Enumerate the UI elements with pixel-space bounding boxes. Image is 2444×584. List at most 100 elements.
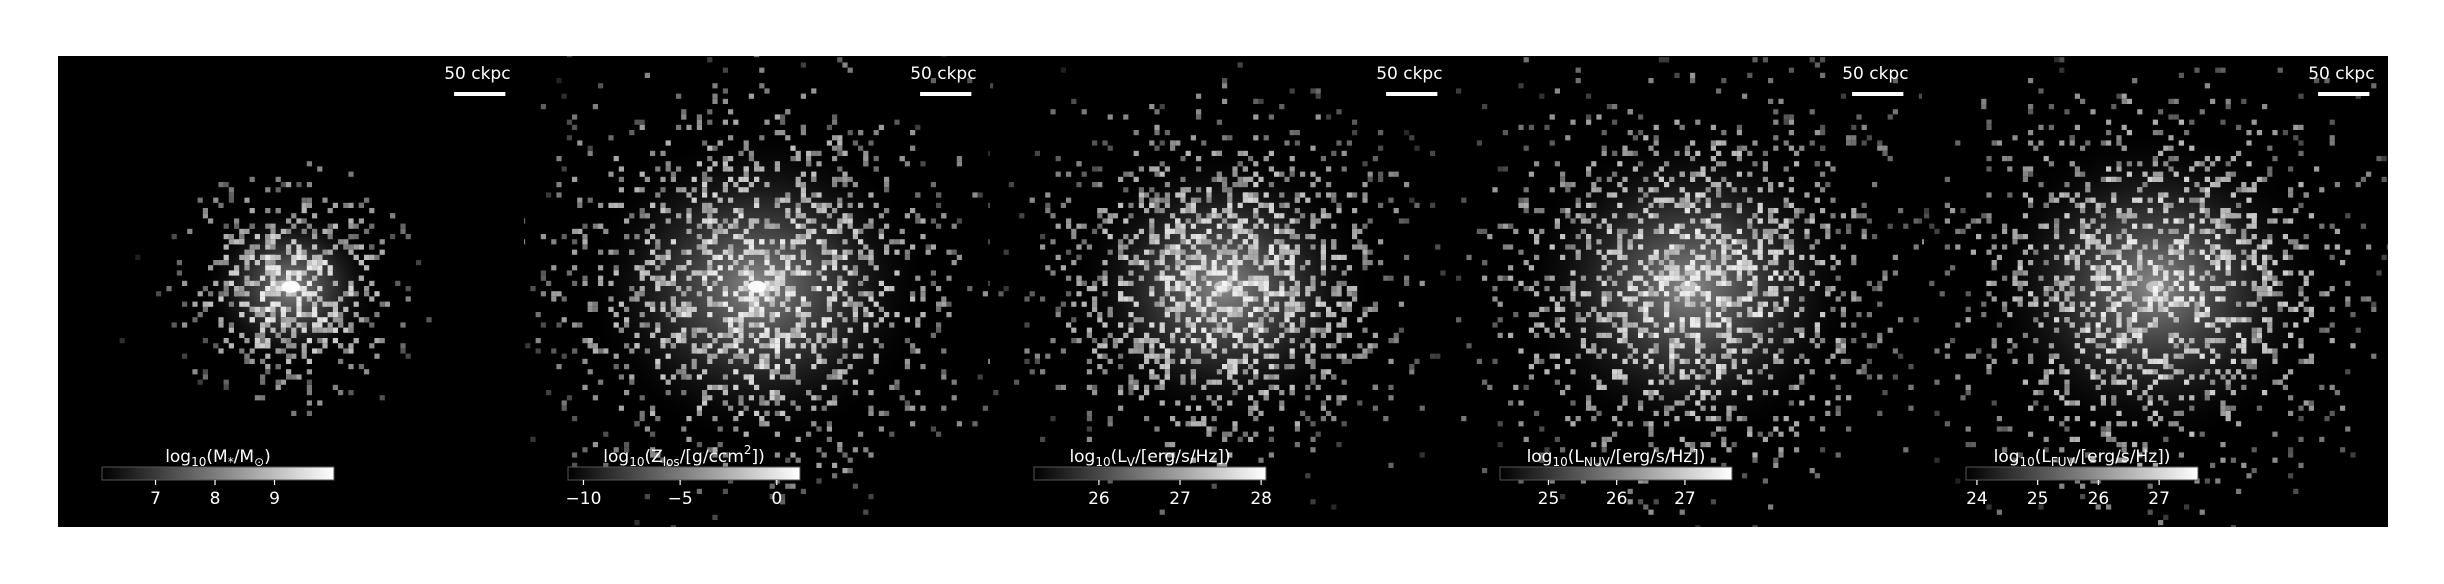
pixel — [306, 223, 312, 229]
pixel — [686, 192, 692, 198]
pixel — [223, 234, 229, 240]
pixel — [2007, 426, 2013, 432]
pixel — [1513, 384, 1519, 390]
pixel — [738, 187, 744, 193]
pixel — [275, 332, 281, 338]
pixel — [228, 301, 234, 307]
pixel — [1752, 249, 1758, 255]
pixel — [1196, 197, 1202, 203]
pixel — [1274, 384, 1280, 390]
pixel — [1133, 150, 1139, 156]
pixel — [1591, 374, 1597, 380]
pixel — [1638, 275, 1644, 281]
pixel — [665, 254, 671, 260]
pixel — [1518, 124, 1524, 130]
pixel — [1310, 364, 1316, 370]
pixel — [1669, 358, 1675, 364]
pixel — [1549, 114, 1555, 120]
pixel — [691, 332, 697, 338]
pixel — [790, 145, 796, 151]
pixel — [1575, 197, 1581, 203]
pixel — [1040, 436, 1046, 442]
pixel — [1768, 338, 1774, 344]
pixel — [1705, 306, 1711, 312]
pixel — [821, 260, 827, 266]
pixel — [1575, 202, 1581, 208]
pixel — [1638, 228, 1644, 234]
pixel — [1695, 525, 1701, 527]
pixel — [696, 291, 702, 297]
pixel — [1190, 369, 1196, 375]
pixel — [951, 260, 957, 266]
pixel — [2225, 384, 2231, 390]
pixel — [910, 348, 916, 354]
pixel — [868, 452, 874, 458]
pixel — [702, 140, 708, 146]
pixel — [1190, 301, 1196, 307]
pixel — [1045, 208, 1051, 214]
pixel — [702, 249, 708, 255]
pixel — [286, 306, 292, 312]
pixel — [1716, 332, 1722, 338]
pixel — [769, 369, 775, 375]
pixel — [1658, 369, 1664, 375]
pixel — [1627, 301, 1633, 307]
pixel — [1315, 218, 1321, 224]
pixel — [1326, 166, 1332, 172]
pixel — [1747, 431, 1753, 437]
pixel — [1092, 166, 1098, 172]
pixel — [1814, 62, 1820, 68]
pixel — [1196, 114, 1202, 120]
pixel — [1918, 218, 1922, 224]
pixel — [1326, 192, 1332, 198]
pixel — [1710, 249, 1716, 255]
pixel — [592, 442, 598, 448]
pixel — [1268, 114, 1274, 120]
pixel — [936, 192, 942, 198]
pixel — [1336, 202, 1342, 208]
pixel — [1627, 280, 1633, 286]
pixel — [1700, 234, 1706, 240]
colorbar-tick-label: 8 — [210, 489, 221, 509]
pixel — [1898, 317, 1904, 323]
pixel — [1154, 130, 1160, 136]
pixel — [343, 202, 349, 208]
pixel — [889, 322, 895, 328]
pixel — [280, 338, 286, 344]
pixel — [910, 145, 916, 151]
pixel — [1118, 322, 1124, 328]
pixel — [1918, 93, 1922, 99]
pixel — [1242, 150, 1248, 156]
pixel — [1705, 317, 1711, 323]
pixel — [306, 202, 312, 208]
pixel — [1268, 166, 1274, 172]
pixel — [728, 478, 734, 484]
pixel — [894, 312, 900, 318]
pixel — [1123, 280, 1129, 286]
pixel — [1248, 322, 1254, 328]
pixel — [1185, 187, 1191, 193]
pixel — [936, 202, 942, 208]
pixel — [1118, 239, 1124, 245]
pixel — [1170, 140, 1176, 146]
pixel — [2111, 374, 2117, 380]
pixel — [1300, 317, 1306, 323]
pixel — [1799, 254, 1805, 260]
pixel — [1253, 369, 1259, 375]
pixel — [634, 187, 640, 193]
pixel — [1227, 192, 1233, 198]
pixel — [1814, 343, 1820, 349]
pixel — [1123, 296, 1129, 302]
pixel — [1336, 109, 1342, 115]
pixel — [712, 280, 718, 286]
pixel — [1731, 358, 1737, 364]
pixel — [1627, 499, 1633, 505]
pixel — [1799, 306, 1805, 312]
pixel — [561, 234, 567, 240]
pixel — [2246, 187, 2252, 193]
pixel — [1716, 296, 1722, 302]
pixel — [1669, 244, 1675, 250]
pixel — [202, 208, 208, 214]
pixel — [2184, 130, 2190, 136]
pixel — [2199, 228, 2205, 234]
